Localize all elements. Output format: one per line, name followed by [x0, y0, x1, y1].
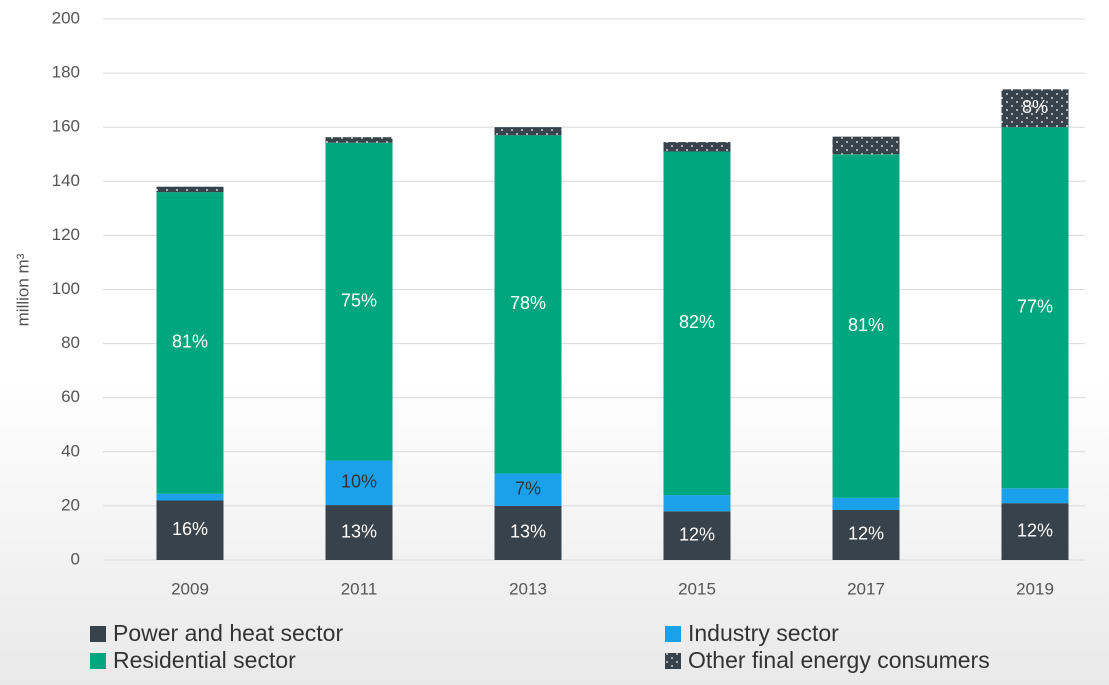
data-label: 82% [679, 312, 715, 332]
data-label: 7% [515, 478, 541, 498]
y-tick-label: 200 [52, 8, 80, 27]
bar-segment [1001, 503, 1069, 560]
data-label: 12% [679, 524, 715, 544]
y-tick-label: 140 [52, 171, 80, 190]
y-tick-label: 20 [61, 495, 80, 514]
bar-segment [325, 142, 393, 461]
bar-segment [832, 154, 900, 498]
bar-segment [832, 136, 900, 155]
y-tick-label: 0 [71, 549, 80, 568]
bar-segment [832, 509, 900, 560]
y-tick-label: 40 [61, 441, 80, 460]
data-label: 81% [172, 332, 208, 352]
bar-segment [494, 473, 562, 506]
legend-marker [90, 626, 106, 642]
bar-segment [663, 495, 731, 512]
y-tick-label: 160 [52, 117, 80, 136]
bar-segment [325, 460, 393, 506]
bar-segment [1001, 488, 1069, 504]
data-label: 81% [848, 315, 884, 335]
bar-segment [494, 505, 562, 560]
legend-label: Power and heat sector [113, 620, 343, 646]
bar-segment [156, 192, 224, 494]
bar-segment [494, 135, 562, 474]
data-label: 75% [341, 290, 377, 310]
legend-label: Industry sector [688, 620, 839, 646]
legend-label: Other final energy consumers [688, 647, 990, 673]
data-label: 12% [848, 524, 884, 544]
legend-label: Residential sector [113, 647, 296, 673]
bar-segment [832, 497, 900, 510]
data-label: 8% [1022, 97, 1048, 117]
y-tick-label: 60 [61, 387, 80, 406]
data-label: 78% [510, 293, 546, 313]
data-label: 13% [341, 521, 377, 541]
x-tick-label: 2017 [847, 579, 885, 598]
bar-segment [156, 500, 224, 560]
x-tick-label: 2015 [678, 579, 716, 598]
data-label: 12% [1017, 520, 1053, 540]
bar-segment [494, 127, 562, 136]
bar-segment [325, 137, 393, 143]
data-label: 77% [1017, 297, 1053, 317]
bar-segment [325, 505, 393, 560]
y-axis-label: million m³ [13, 253, 32, 326]
x-tick-label: 2019 [1016, 579, 1054, 598]
bar-segment [663, 511, 731, 560]
data-label: 10% [341, 472, 377, 492]
legend-marker [665, 653, 681, 669]
bar-segment [1001, 127, 1069, 489]
legend-marker [665, 626, 681, 642]
data-label: 13% [510, 522, 546, 542]
legend-marker [90, 653, 106, 669]
bar-segment [156, 493, 224, 501]
y-tick-label: 120 [52, 225, 80, 244]
data-label: 16% [172, 519, 208, 539]
bar-segment [663, 151, 731, 496]
x-tick-label: 2011 [341, 579, 378, 598]
y-tick-label: 100 [52, 279, 80, 298]
bar-segment [156, 186, 224, 193]
y-tick-label: 180 [52, 63, 80, 82]
bar-segment [663, 142, 731, 152]
y-tick-label: 80 [61, 333, 80, 352]
x-tick-label: 2009 [171, 579, 209, 598]
x-tick-label: 2013 [509, 579, 547, 598]
bar-segment [1001, 89, 1069, 128]
